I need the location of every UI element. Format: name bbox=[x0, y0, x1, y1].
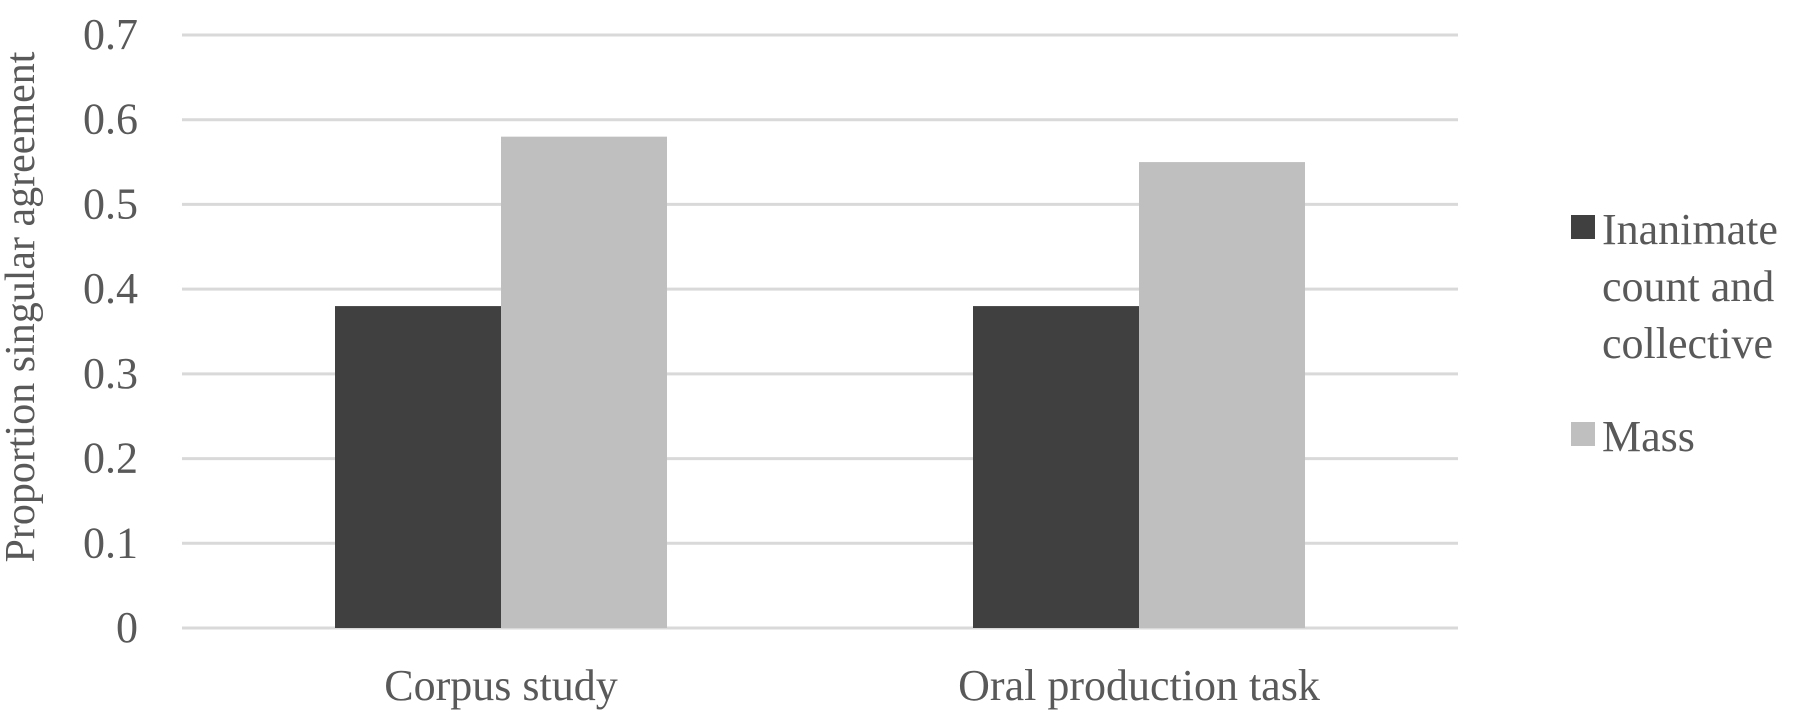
y-axis-ticks: 0 0.1 0.2 0.3 0.4 0.5 0.6 0.7 bbox=[83, 10, 138, 652]
legend-label: Mass bbox=[1602, 412, 1695, 461]
legend-swatch bbox=[1571, 422, 1595, 446]
legend-label: count and bbox=[1602, 262, 1774, 311]
bar bbox=[1139, 162, 1305, 629]
y-tick-label: 0.4 bbox=[83, 264, 138, 313]
y-tick-label: 0.7 bbox=[83, 10, 138, 59]
y-tick-label: 0.2 bbox=[83, 434, 138, 483]
y-tick-label: 0.1 bbox=[83, 518, 138, 567]
x-axis-categories: Corpus study Oral production task bbox=[384, 661, 1320, 710]
y-tick-label: 0.6 bbox=[83, 95, 138, 144]
legend-swatch bbox=[1571, 215, 1595, 239]
legend: Inanimate count and collective Mass bbox=[1571, 205, 1778, 461]
x-category-label: Corpus study bbox=[384, 661, 617, 710]
bar bbox=[973, 306, 1139, 628]
y-tick-label: 0.5 bbox=[83, 179, 138, 228]
bar bbox=[335, 306, 501, 628]
legend-label: collective bbox=[1602, 319, 1773, 368]
x-category-label: Oral production task bbox=[958, 661, 1320, 710]
y-axis-title: Proportion singular agreement bbox=[0, 51, 44, 562]
bars bbox=[335, 136, 1305, 629]
bar bbox=[501, 136, 667, 628]
y-tick-label: 0 bbox=[116, 603, 138, 652]
y-tick-label: 0.3 bbox=[83, 349, 138, 398]
legend-label: Inanimate bbox=[1602, 205, 1778, 254]
